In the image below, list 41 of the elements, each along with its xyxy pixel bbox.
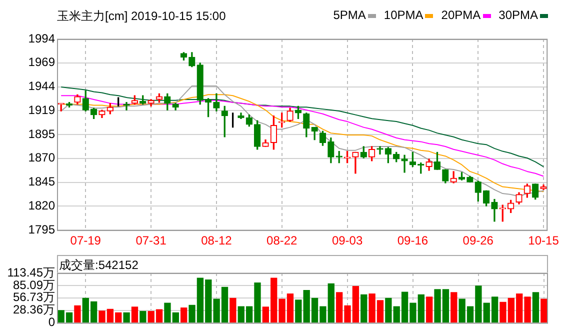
y-tick-label: 113.45万	[7, 265, 55, 280]
bar	[140, 311, 146, 323]
y-tick-label: 1845	[28, 174, 56, 189]
y-tick-label: 1944	[28, 79, 56, 94]
y-tick-label: 85.09万	[12, 278, 55, 292]
candlestick	[401, 154, 408, 173]
y-tick-label: 1795	[28, 222, 56, 236]
y-tick-label: 1969	[28, 55, 56, 70]
x-tick-label: 08-22	[266, 234, 298, 248]
y-tick-label: 1919	[28, 102, 56, 117]
bar	[532, 292, 540, 323]
x-tick-label: 10-15	[528, 234, 560, 248]
bar	[131, 306, 138, 323]
bar	[426, 296, 433, 323]
y-tick-label: 1820	[28, 198, 56, 212]
x-tick-label: 09-26	[462, 234, 494, 248]
legend-label: 5PMA	[333, 8, 367, 22]
bar	[450, 292, 458, 323]
legend-label: 20PMA	[441, 8, 482, 22]
legend-label: 30PMA	[498, 8, 539, 22]
y-tick-label: 56.73万	[12, 290, 55, 304]
x-tick-label: 08-12	[201, 234, 232, 248]
y-tick-label: 1870	[28, 150, 56, 165]
bar	[360, 294, 368, 323]
chart-title: 成交量:542152	[59, 257, 138, 274]
chart-title: 玉米主力[cm] 2019-10-15 15:00	[57, 8, 226, 25]
bar	[123, 312, 130, 323]
bar	[180, 308, 188, 323]
y-tick-label: 28.36万	[12, 302, 55, 317]
bar	[295, 300, 302, 323]
x-tick-label: 07-31	[136, 234, 167, 248]
x-tick-label: 09-03	[332, 234, 363, 248]
x-tick-label: 07-19	[70, 234, 102, 248]
legend-label: 10PMA	[384, 8, 424, 22]
bar	[230, 298, 236, 323]
y-tick-label: 0	[48, 315, 56, 330]
y-tick-label: 1895	[28, 126, 56, 141]
bar	[74, 305, 81, 323]
x-tick-label: 09-16	[397, 234, 428, 248]
bar	[540, 298, 548, 323]
y-tick-label: 1994	[28, 31, 56, 46]
